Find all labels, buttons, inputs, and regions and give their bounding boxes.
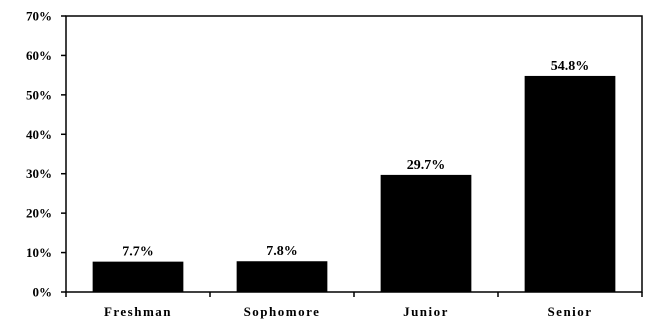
y-tick-label: 60% — [26, 48, 52, 63]
bar-junior — [380, 174, 472, 292]
y-tick-label: 70% — [26, 9, 52, 24]
x-category-label: Junior — [403, 304, 449, 319]
y-tick-label: 40% — [26, 127, 52, 142]
y-tick-label: 20% — [26, 206, 52, 221]
x-category-label: Sophomore — [244, 304, 321, 319]
data-label: 7.7% — [122, 245, 154, 260]
data-label: 29.7% — [407, 158, 446, 173]
plot-area: 0% 10% 20% 30% 40% 50% 60% 70% 7.7% Freshman 7.8% S… — [26, 9, 643, 319]
data-label: 54.8% — [551, 59, 590, 74]
y-tick-label: 50% — [26, 87, 52, 102]
y-tick-label: 10% — [26, 245, 52, 260]
bar-senior — [524, 75, 616, 292]
data-label: 7.8% — [266, 244, 298, 259]
x-category-label: Senior — [547, 304, 592, 319]
bar-sophomore — [236, 261, 328, 292]
x-category-label: Freshman — [104, 304, 172, 319]
bar-freshman — [92, 261, 184, 292]
y-tick-label: 30% — [26, 166, 52, 181]
y-tick-label: 0% — [33, 285, 53, 300]
